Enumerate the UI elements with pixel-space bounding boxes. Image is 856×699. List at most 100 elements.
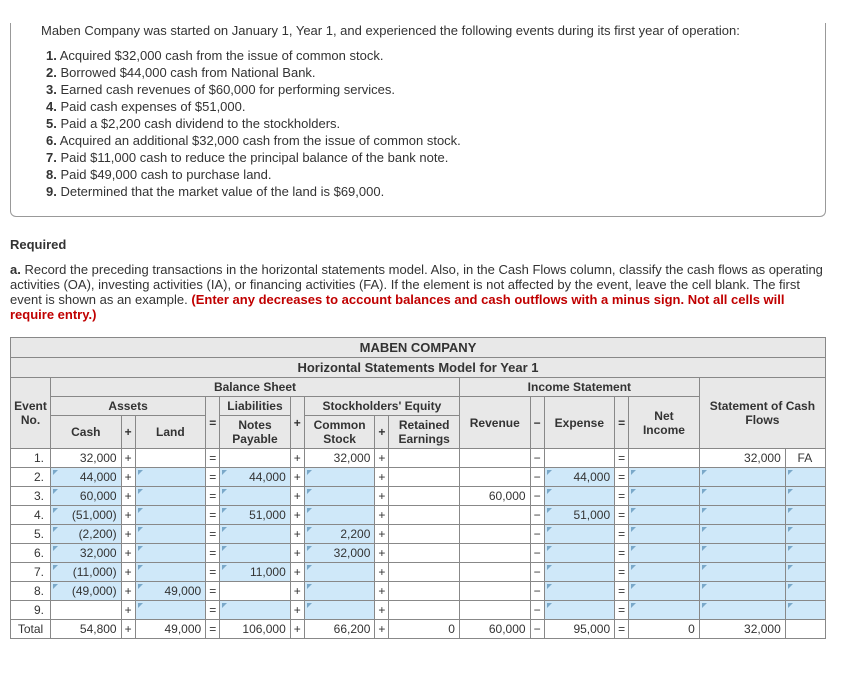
notes-payable-cell[interactable] xyxy=(220,544,291,563)
retained-earnings-cell xyxy=(389,506,460,525)
common-stock-cell[interactable]: 32,000 xyxy=(304,544,375,563)
expense-cell[interactable] xyxy=(544,563,615,582)
col-assets: Assets xyxy=(51,397,206,416)
operator: = xyxy=(615,468,629,487)
expense-cell[interactable] xyxy=(544,582,615,601)
common-stock-cell[interactable] xyxy=(304,582,375,601)
expense-cell[interactable] xyxy=(544,601,615,620)
cash-cell[interactable]: 32,000 xyxy=(51,544,122,563)
operator: + xyxy=(121,563,135,582)
cash-flow-cell[interactable] xyxy=(699,601,785,620)
cash-flow-cell[interactable] xyxy=(699,582,785,601)
cash-cell[interactable]: (2,200) xyxy=(51,525,122,544)
col-stockholders-equity: Stockholders' Equity xyxy=(304,397,459,416)
operator: = xyxy=(615,487,629,506)
table-row: 3.60,000+=++60,000−= xyxy=(11,487,826,506)
operator: + xyxy=(375,506,389,525)
land-cell[interactable] xyxy=(135,544,206,563)
operator: = xyxy=(615,582,629,601)
cash-flow-type-cell[interactable] xyxy=(785,525,825,544)
expense-cell xyxy=(544,449,615,468)
cash-flow-cell[interactable] xyxy=(699,544,785,563)
cash-flow-cell[interactable] xyxy=(699,487,785,506)
cash-flow-type-cell[interactable] xyxy=(785,563,825,582)
col-event: Event No. xyxy=(11,378,51,449)
cash-flow-cell[interactable] xyxy=(699,506,785,525)
revenue-cell: 60,000 xyxy=(459,487,530,506)
net-income-cell[interactable] xyxy=(629,506,700,525)
cash-flow-type-cell[interactable] xyxy=(785,468,825,487)
table-company: MABEN COMPANY xyxy=(11,338,826,358)
cash-flow-cell[interactable] xyxy=(699,468,785,487)
common-stock-cell[interactable]: 2,200 xyxy=(304,525,375,544)
expense-cell[interactable]: 44,000 xyxy=(544,468,615,487)
retained-earnings-cell xyxy=(389,601,460,620)
land-cell[interactable] xyxy=(135,563,206,582)
common-stock-cell[interactable] xyxy=(304,487,375,506)
cash-flow-cell[interactable] xyxy=(699,563,785,582)
cash-flow-type-cell[interactable] xyxy=(785,487,825,506)
expense-cell[interactable] xyxy=(544,544,615,563)
revenue-cell xyxy=(459,544,530,563)
net-income-cell[interactable] xyxy=(629,544,700,563)
cash-cell[interactable]: (11,000) xyxy=(51,563,122,582)
net-income-cell[interactable] xyxy=(629,563,700,582)
expense-cell[interactable]: 51,000 xyxy=(544,506,615,525)
cash-cell[interactable]: 60,000 xyxy=(51,487,122,506)
cash-cell[interactable]: 44,000 xyxy=(51,468,122,487)
notes-payable-cell[interactable] xyxy=(220,487,291,506)
operator: + xyxy=(290,601,304,620)
common-stock-cell[interactable] xyxy=(304,601,375,620)
required-text: a. Record the preceding transactions in … xyxy=(10,262,826,322)
net-income-cell[interactable] xyxy=(629,582,700,601)
total-re: 0 xyxy=(389,620,460,639)
operator: − xyxy=(530,506,544,525)
cash-flow-type-cell[interactable] xyxy=(785,544,825,563)
col-cash: Cash xyxy=(51,416,122,449)
notes-payable-cell[interactable] xyxy=(220,601,291,620)
cash-flow-type-cell[interactable] xyxy=(785,601,825,620)
notes-payable-cell xyxy=(220,582,291,601)
notes-payable-cell[interactable]: 51,000 xyxy=(220,506,291,525)
cash-flow-cell[interactable] xyxy=(699,525,785,544)
net-income-cell[interactable] xyxy=(629,468,700,487)
cash-flow-type-cell[interactable] xyxy=(785,582,825,601)
land-cell[interactable] xyxy=(135,601,206,620)
net-income-cell[interactable] xyxy=(629,601,700,620)
land-cell[interactable] xyxy=(135,468,206,487)
event-number: 2. xyxy=(11,468,51,487)
operator: + xyxy=(375,525,389,544)
common-stock-cell[interactable] xyxy=(304,563,375,582)
cash-flow-type-cell[interactable] xyxy=(785,506,825,525)
notes-payable-cell[interactable]: 44,000 xyxy=(220,468,291,487)
common-stock-cell[interactable] xyxy=(304,468,375,487)
operator: = xyxy=(206,449,220,468)
expense-cell[interactable] xyxy=(544,525,615,544)
total-ni: 0 xyxy=(629,620,700,639)
col-expense: Expense xyxy=(544,397,615,449)
cash-cell[interactable]: (51,000) xyxy=(51,506,122,525)
col-revenue: Revenue xyxy=(459,397,530,449)
operator: = xyxy=(615,506,629,525)
land-cell[interactable] xyxy=(135,487,206,506)
total-cs: 66,200 xyxy=(304,620,375,639)
land-cell[interactable]: 49,000 xyxy=(135,582,206,601)
notes-payable-cell[interactable] xyxy=(220,525,291,544)
operator: + xyxy=(290,468,304,487)
table-row: 9.+=++−= xyxy=(11,601,826,620)
expense-cell[interactable] xyxy=(544,487,615,506)
net-income-cell[interactable] xyxy=(629,487,700,506)
land-cell[interactable] xyxy=(135,525,206,544)
net-income-cell[interactable] xyxy=(629,525,700,544)
event-item: 8. Paid $49,000 cash to purchase land. xyxy=(46,167,825,182)
cash-cell[interactable]: (49,000) xyxy=(51,582,122,601)
operator: + xyxy=(121,601,135,620)
notes-payable-cell[interactable]: 11,000 xyxy=(220,563,291,582)
cash-cell xyxy=(51,601,122,620)
col-common-stock: Common Stock xyxy=(304,416,375,449)
common-stock-cell[interactable] xyxy=(304,506,375,525)
land-cell[interactable] xyxy=(135,506,206,525)
operator: + xyxy=(121,449,135,468)
operator: − xyxy=(530,563,544,582)
table-row: 6.32,000+=+32,000+−= xyxy=(11,544,826,563)
